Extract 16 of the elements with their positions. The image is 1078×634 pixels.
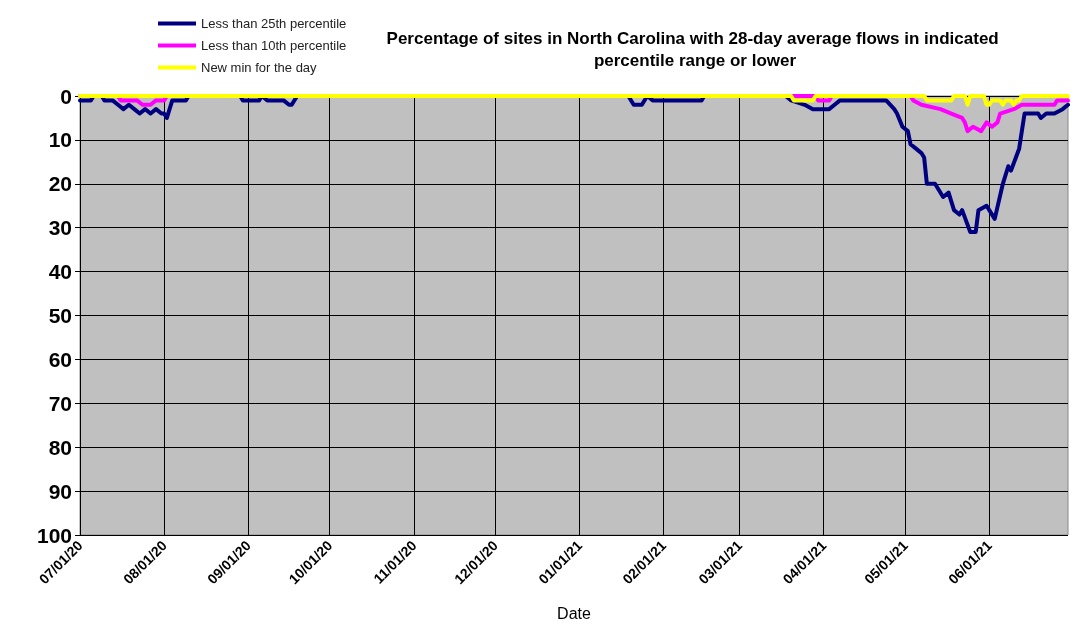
y-tick-label: 100 <box>36 523 72 547</box>
y-tick-label: 80 <box>48 435 72 459</box>
y-tick-label: 0 <box>60 84 72 108</box>
legend-label: New min for the day <box>201 60 318 75</box>
x-axis-title: Date <box>557 604 591 622</box>
y-tick-label: 40 <box>48 260 72 284</box>
chart-title: Percentage of sites in North Carolina with 28-day average flows in indicated percentile range or lower <box>386 28 1004 70</box>
y-tick-label: 90 <box>48 479 72 503</box>
legend-label: Less than 25th percentile <box>201 16 347 31</box>
y-tick-label: 70 <box>48 391 72 415</box>
legend-label: Less than 10th percentile <box>201 38 347 53</box>
y-tick-label: 10 <box>48 128 72 152</box>
y-tick-label: 20 <box>48 172 72 196</box>
y-tick-label: 50 <box>48 304 72 327</box>
y-tick-label: 30 <box>48 216 72 240</box>
y-tick-label: 60 <box>48 347 72 371</box>
